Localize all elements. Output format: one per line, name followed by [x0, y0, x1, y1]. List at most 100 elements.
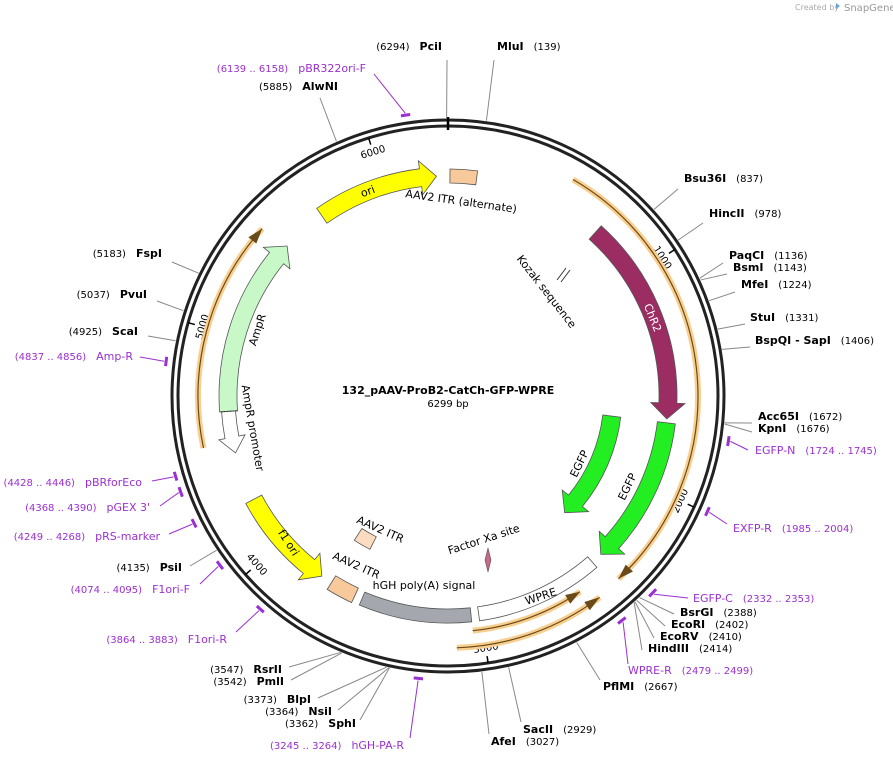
enzyme-leader	[653, 188, 679, 210]
enzyme-leader	[147, 335, 176, 342]
enzyme-name: PflMI	[603, 680, 634, 693]
primer-mark	[177, 486, 184, 498]
plasmid-name: 132_pAAV-ProB2-CatCh-GFP-WPRE	[342, 384, 554, 397]
primer-range: (4368 .. 4390)	[25, 503, 97, 514]
orf-head	[618, 564, 633, 579]
enzyme-label: (6294) PciI	[376, 40, 442, 53]
ruler-tick	[486, 655, 489, 664]
primer-range: (2479 .. 2499)	[682, 666, 754, 677]
ruler-tick	[244, 569, 252, 576]
enzyme-site: (1406)	[841, 336, 874, 347]
enzyme-site: (4925)	[69, 327, 102, 338]
ruler-tick	[187, 321, 196, 326]
wpre-box	[477, 556, 598, 622]
primer-label: (4368 .. 4390) pGEX 3'	[25, 501, 150, 514]
primer-leader	[730, 440, 749, 451]
enzyme-label: (5885) AlwNI	[259, 80, 338, 93]
enzyme-site: (2410)	[709, 632, 742, 643]
primer-name: EXFP-R	[733, 522, 772, 535]
enzyme-label: PaqCI (1136)	[729, 249, 808, 262]
enzyme-label: Acc65I (1672)	[758, 410, 842, 423]
enzyme-site: (1136)	[774, 251, 807, 262]
enzyme-name: SacII	[523, 723, 553, 736]
enzyme-site: (3547)	[210, 665, 243, 676]
enzyme-site: (2402)	[715, 620, 748, 631]
enzyme-name: SphI	[328, 717, 356, 730]
enzyme-leader	[337, 667, 390, 711]
primer-label: (4837 .. 4856) Amp-R	[15, 350, 134, 363]
orf-head	[248, 228, 263, 244]
watermark-created: Created by	[795, 3, 839, 12]
enzyme-leader	[677, 222, 704, 241]
enzyme-site: (837)	[736, 174, 763, 185]
feature-label: AmpR promoter	[239, 384, 267, 473]
enzyme-name: RsrII	[253, 663, 282, 676]
factor-xa-mark	[484, 547, 492, 573]
ori-arrow	[316, 159, 438, 224]
primer-label: (3864 .. 3883) F1ori-R	[106, 633, 227, 646]
feature-label: Factor Xa site	[446, 522, 521, 558]
enzyme-name: HincII	[709, 207, 745, 220]
enzyme-name: MfeI	[741, 278, 768, 291]
enzyme-name: BsrGI	[680, 606, 713, 619]
orf-line	[197, 228, 263, 449]
plasmid-length: 6299 bp	[427, 399, 468, 410]
primer-mark	[190, 518, 198, 529]
enzyme-site: (6294)	[376, 42, 409, 53]
enzyme-leader	[639, 597, 675, 615]
orf-head	[565, 591, 580, 604]
primer-range: (4428 .. 4446)	[4, 478, 76, 489]
enzyme-label: (4925) ScaI	[69, 325, 138, 338]
primer-leader	[151, 476, 174, 482]
enzyme-leader	[508, 667, 522, 723]
enzyme-name: StuI	[750, 311, 775, 324]
enzyme-site: (1224)	[778, 280, 811, 291]
primer-name: F1ori-R	[188, 633, 228, 646]
primer-leader	[199, 566, 219, 585]
enzyme-label: (3547) RsrII	[210, 663, 282, 676]
enzyme-name: BsmI	[733, 261, 764, 274]
enzyme-label: (4135) PsiI	[116, 561, 182, 574]
primer-label: EGFP-N (1724 .. 1745)	[755, 444, 877, 457]
primer-mark	[400, 113, 411, 118]
enzyme-leader	[290, 652, 343, 681]
enzyme-site: (4135)	[116, 563, 149, 574]
primer-leader	[168, 523, 193, 535]
enzyme-name: BlpI	[287, 693, 311, 706]
enzyme-label: Bsu36I (837)	[684, 172, 763, 185]
enzyme-site: (2388)	[723, 608, 756, 619]
enzyme-label: KpnI (1676)	[758, 422, 830, 435]
primer-mark	[704, 506, 711, 517]
enzyme-leader	[636, 599, 666, 627]
enzyme-label: (5037) PvuI	[77, 288, 147, 301]
primer-name: pGEX 3'	[106, 501, 150, 514]
enzyme-leader	[708, 291, 736, 302]
primer-label: (3245 .. 3264) hGH-PA-R	[270, 739, 404, 752]
ruler-label: 4000	[244, 552, 269, 578]
primer-name: pBRforEco	[85, 476, 142, 489]
enzyme-leader	[724, 423, 753, 433]
primer-mark	[648, 588, 658, 598]
enzyme-site: (3027)	[526, 737, 559, 748]
enzyme-leader	[634, 601, 655, 639]
enzyme-site: (2414)	[699, 644, 732, 655]
hgh-polya	[358, 591, 473, 624]
enzyme-name: HindIII	[648, 642, 689, 655]
primer-label: (4428 .. 4446) pBRforEco	[4, 476, 143, 489]
primer-name: pBR322ori-F	[298, 62, 366, 75]
primer-mark	[413, 676, 424, 681]
enzyme-label: StuI (1331)	[750, 311, 818, 324]
enzyme-name: MluI	[497, 40, 524, 53]
enzyme-leader	[171, 261, 199, 274]
primer-name: WPRE-R	[628, 664, 672, 677]
primer-range: (4249 .. 4268)	[14, 532, 86, 543]
enzyme-name: PvuI	[120, 288, 147, 301]
promoter-joint	[219, 410, 238, 413]
primer-leader	[709, 511, 728, 525]
ruler-tick	[367, 137, 372, 145]
primer-label: (4249 .. 4268) pRS-marker	[14, 530, 161, 543]
primer-leader	[159, 492, 180, 507]
ampr-arrow	[218, 245, 291, 413]
enzyme-leader	[359, 667, 390, 721]
